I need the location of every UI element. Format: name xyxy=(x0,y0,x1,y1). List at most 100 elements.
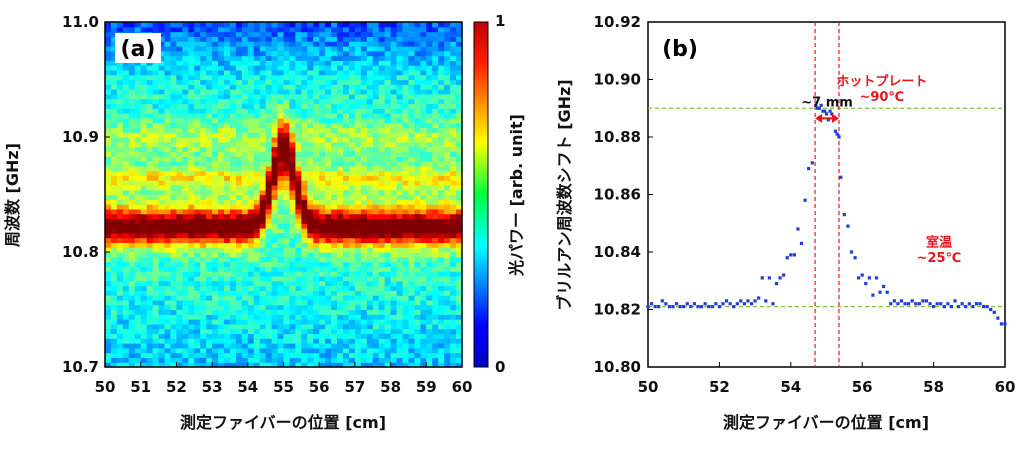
heatmap-cell xyxy=(182,108,189,114)
heatmap-cell xyxy=(438,93,445,100)
heatmap-cell xyxy=(366,271,374,277)
heatmap-cell xyxy=(414,22,421,28)
data-point xyxy=(942,305,946,309)
heatmap-cell xyxy=(289,208,296,215)
heatmap-cell xyxy=(170,271,177,277)
heatmap-cell xyxy=(218,146,225,152)
heatmap-cell xyxy=(426,194,433,200)
heatmap-cell xyxy=(229,170,237,176)
heatmap-cell xyxy=(408,132,415,138)
heatmap-cell xyxy=(247,65,255,71)
heatmap-cell xyxy=(295,223,302,229)
heatmap-cell xyxy=(134,323,142,330)
heatmap-cell xyxy=(378,151,386,157)
heatmap-cell xyxy=(128,285,136,291)
heatmap-cell xyxy=(378,189,386,196)
heatmap-cell xyxy=(224,98,231,105)
heatmap-cell xyxy=(295,228,302,234)
heatmap-cell xyxy=(122,89,130,95)
heatmap-cell xyxy=(170,137,177,143)
heatmap-cell xyxy=(414,60,421,66)
heatmap-cell xyxy=(378,127,386,133)
heatmap-cell xyxy=(456,84,463,90)
heatmap-cell xyxy=(396,79,404,85)
heatmap-cell xyxy=(390,36,398,42)
heatmap-cell xyxy=(134,362,142,368)
heatmap-cell xyxy=(152,299,160,306)
heatmap-cell xyxy=(134,299,142,306)
heatmap-cell xyxy=(116,314,124,320)
heatmap-cell xyxy=(295,213,302,220)
heatmap-cell xyxy=(438,127,445,133)
heatmap-cell xyxy=(396,89,404,95)
heatmap-cell xyxy=(265,151,273,157)
heatmap-cell xyxy=(426,347,433,354)
heatmap-cell xyxy=(343,309,350,315)
heatmap-cell xyxy=(259,50,267,57)
heatmap-cell xyxy=(122,175,130,181)
heatmap-cell xyxy=(348,165,356,172)
heatmap-cell xyxy=(343,89,350,95)
heatmap-cell xyxy=(384,84,392,90)
heatmap-cell xyxy=(378,184,386,191)
heatmap-cell xyxy=(450,280,457,287)
heatmap-cell xyxy=(152,98,160,105)
heatmap-cell xyxy=(229,347,237,354)
heatmap-cell xyxy=(110,309,118,315)
heatmap-cell xyxy=(426,137,433,143)
heatmap-cell xyxy=(360,151,368,157)
heatmap-cell xyxy=(384,117,392,124)
heatmap-cell xyxy=(140,199,148,205)
heatmap-cell xyxy=(384,228,392,234)
heatmap-cell xyxy=(390,232,398,239)
heatmap-cell xyxy=(259,343,267,349)
heatmap-cell xyxy=(200,261,207,267)
heatmap-cell xyxy=(164,60,172,66)
heatmap-cell xyxy=(408,175,415,181)
heatmap-cell xyxy=(354,362,362,368)
heatmap-cell xyxy=(188,223,195,229)
heatmap-cell xyxy=(390,323,398,330)
heatmap-cell xyxy=(271,31,279,37)
heatmap-cell xyxy=(158,127,166,133)
heatmap-cell xyxy=(122,328,130,335)
heatmap-cell xyxy=(206,295,213,301)
heatmap-cell xyxy=(140,362,148,368)
heatmap-cell xyxy=(176,170,183,176)
heatmap-cell xyxy=(235,189,243,196)
heatmap-cell xyxy=(450,208,457,215)
heatmap-cell xyxy=(354,79,362,85)
heatmap-cell xyxy=(218,204,225,210)
heatmap-cell xyxy=(235,280,243,287)
heatmap-cell xyxy=(265,290,273,296)
heatmap-cell xyxy=(313,113,320,119)
heatmap-cell xyxy=(408,26,415,33)
heatmap-cell xyxy=(218,285,225,291)
heatmap-cell xyxy=(450,156,457,162)
heatmap-cell xyxy=(343,122,350,129)
heatmap-cell xyxy=(105,333,112,339)
heatmap-cell xyxy=(176,65,183,71)
heatmap-cell xyxy=(188,266,195,272)
heatmap-cell xyxy=(402,170,410,176)
heatmap-cell xyxy=(218,194,225,200)
heatmap-cell xyxy=(325,180,332,186)
heatmap-cell xyxy=(307,352,314,359)
heatmap-cell xyxy=(456,280,463,287)
heatmap-cell xyxy=(182,213,189,220)
heatmap-cell xyxy=(360,108,368,114)
heatmap-cell xyxy=(194,352,201,359)
heatmap-cell xyxy=(259,304,267,311)
heatmap-cell xyxy=(265,103,273,109)
data-point xyxy=(882,284,886,289)
heatmap-cell xyxy=(229,65,237,71)
data-point xyxy=(953,299,957,303)
heatmap-cell xyxy=(241,323,249,330)
heatmap-cell xyxy=(206,103,213,109)
heatmap-cell xyxy=(384,156,392,162)
heatmap-cell xyxy=(158,323,166,330)
heatmap-cell xyxy=(337,357,344,363)
heatmap-cell xyxy=(295,338,302,344)
heatmap-cell xyxy=(140,299,148,306)
heatmap-cell xyxy=(408,232,415,239)
